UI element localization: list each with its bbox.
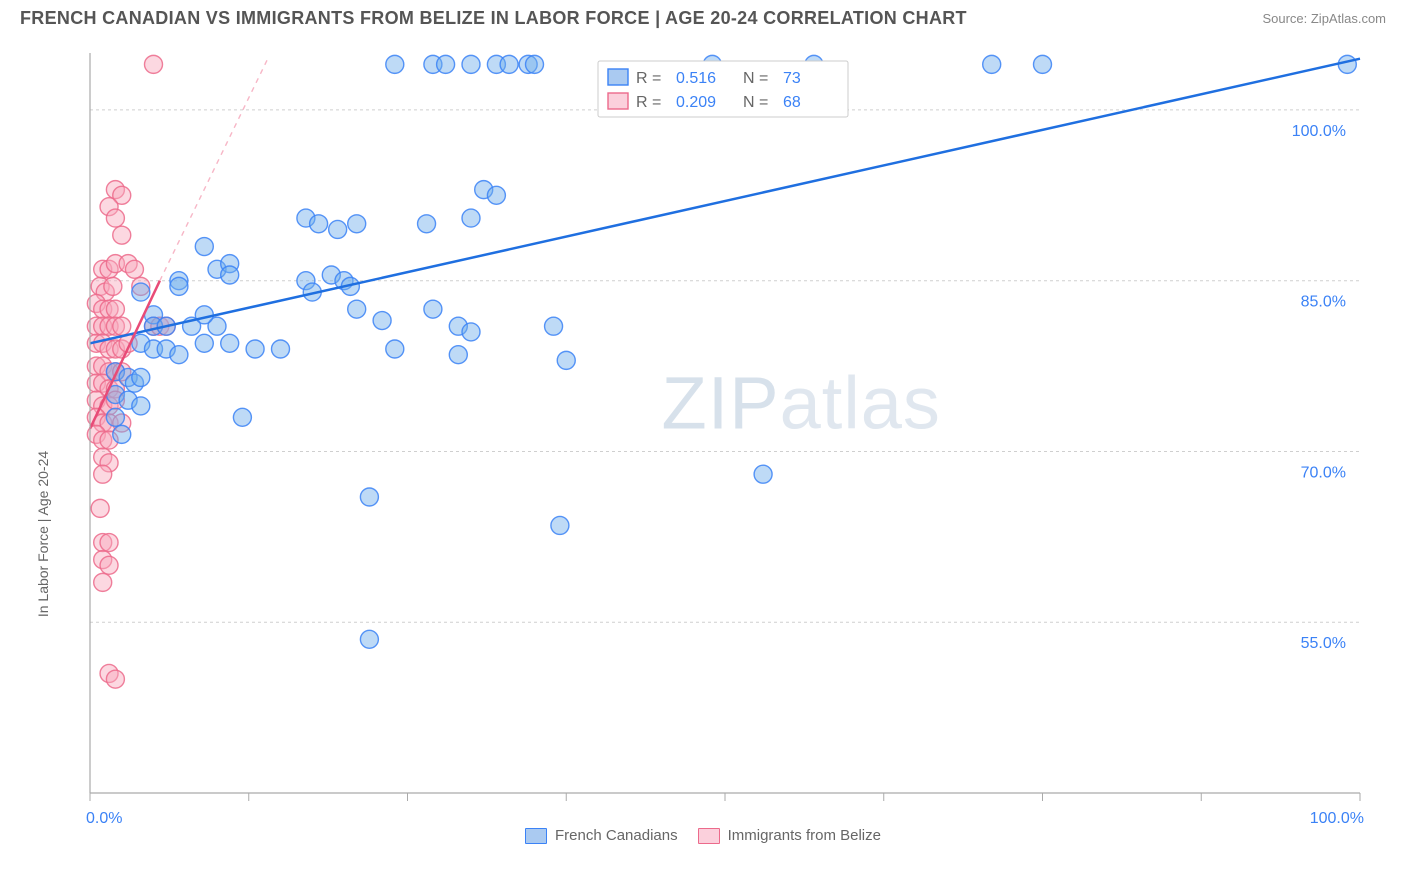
point-blue <box>221 334 239 352</box>
point-pink <box>113 317 131 335</box>
point-pink <box>106 670 124 688</box>
stats-R-val-pink: 0.209 <box>676 94 716 111</box>
point-pink <box>113 226 131 244</box>
stats-N-val-blue: 73 <box>783 70 801 87</box>
stats-R-label-1: R = <box>636 70 661 87</box>
point-blue <box>310 215 328 233</box>
y-tick-label: 85.0% <box>1301 294 1346 311</box>
point-blue <box>500 55 518 73</box>
y-tick-label: 100.0% <box>1292 123 1346 140</box>
stats-N-label-2: N = <box>743 94 768 111</box>
point-blue <box>449 346 467 364</box>
point-blue <box>462 55 480 73</box>
y-axis-label: In Labor Force | Age 20-24 <box>35 451 51 618</box>
chart-title: FRENCH CANADIAN VS IMMIGRANTS FROM BELIZ… <box>20 8 967 29</box>
point-blue <box>348 215 366 233</box>
point-blue <box>233 408 251 426</box>
point-blue <box>106 408 124 426</box>
point-blue <box>272 340 290 358</box>
x-tick-label-right: 100.0% <box>1310 810 1364 827</box>
point-pink <box>91 499 109 517</box>
point-blue <box>437 55 455 73</box>
chart-header: FRENCH CANADIAN VS IMMIGRANTS FROM BELIZ… <box>0 0 1406 33</box>
point-blue <box>132 283 150 301</box>
point-blue <box>246 340 264 358</box>
point-blue <box>373 312 391 330</box>
y-tick-label: 70.0% <box>1301 464 1346 481</box>
point-blue <box>195 334 213 352</box>
point-blue <box>551 516 569 534</box>
point-blue <box>462 323 480 341</box>
y-tick-label: 55.0% <box>1301 635 1346 652</box>
stats-N-label-1: N = <box>743 70 768 87</box>
point-blue <box>113 425 131 443</box>
stats-swatch-pink-icon <box>608 93 628 109</box>
point-pink <box>100 556 118 574</box>
point-blue <box>418 215 436 233</box>
chart-container: 55.0% 70.0% 85.0% 100.0% ZIPatlas 0.0% 100.0% I… <box>20 33 1386 833</box>
point-pink <box>94 465 112 483</box>
point-blue <box>170 346 188 364</box>
point-blue <box>1034 55 1052 73</box>
point-blue <box>1338 55 1356 73</box>
point-pink <box>106 300 124 318</box>
point-pink <box>106 209 124 227</box>
stats-N-val-pink: 68 <box>783 94 801 111</box>
x-tick-label-left: 0.0% <box>86 810 122 827</box>
point-blue <box>348 300 366 318</box>
point-pink <box>100 534 118 552</box>
point-blue <box>132 368 150 386</box>
chart-source: Source: ZipAtlas.com <box>1262 11 1386 26</box>
point-blue <box>360 488 378 506</box>
point-blue <box>329 220 347 238</box>
point-blue <box>360 630 378 648</box>
scatter-chart: 55.0% 70.0% 85.0% 100.0% ZIPatlas 0.0% 100.0% I… <box>20 33 1380 833</box>
point-pink <box>125 260 143 278</box>
point-blue <box>386 55 404 73</box>
point-blue <box>170 277 188 295</box>
stats-R-label-2: R = <box>636 94 661 111</box>
stats-swatch-blue-icon <box>608 69 628 85</box>
point-blue <box>221 266 239 284</box>
point-blue <box>462 209 480 227</box>
watermark: ZIPatlas <box>662 362 941 445</box>
point-blue <box>526 55 544 73</box>
point-blue <box>545 317 563 335</box>
point-blue <box>195 238 213 256</box>
point-pink <box>94 573 112 591</box>
point-blue <box>386 340 404 358</box>
point-blue <box>424 300 442 318</box>
point-blue <box>754 465 772 483</box>
point-blue <box>132 397 150 415</box>
stats-R-val-blue: 0.516 <box>676 70 716 87</box>
point-blue <box>487 186 505 204</box>
point-blue <box>983 55 1001 73</box>
point-pink <box>145 55 163 73</box>
point-blue <box>195 306 213 324</box>
point-blue <box>557 351 575 369</box>
point-pink <box>104 277 122 295</box>
